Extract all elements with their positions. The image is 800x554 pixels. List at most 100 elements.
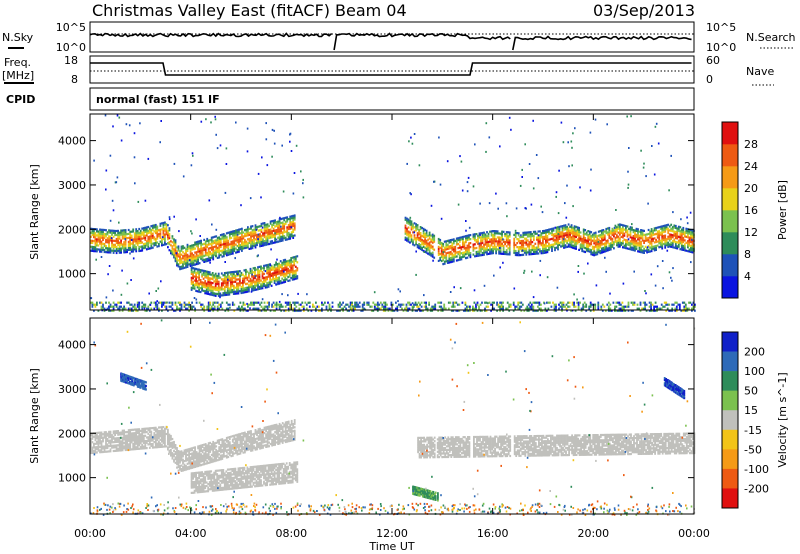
power-cell	[590, 235, 593, 238]
power-cell	[230, 242, 233, 245]
power-cell	[216, 147, 219, 150]
power-cell	[237, 286, 240, 289]
power-cell	[162, 221, 165, 225]
power-cell	[441, 309, 444, 312]
velocity-cell	[118, 445, 121, 448]
power-cell	[229, 287, 232, 290]
power-cell	[228, 287, 231, 290]
power-cell	[427, 234, 429, 237]
power-cell	[572, 238, 574, 241]
power-cell	[432, 259, 434, 262]
power-cell	[259, 309, 261, 312]
power-cell	[205, 270, 208, 273]
power-cell	[129, 230, 132, 233]
power-cell	[528, 249, 531, 252]
power-cell	[485, 150, 487, 153]
power-cell	[591, 303, 594, 306]
power-cell	[178, 230, 180, 233]
power-cell	[197, 246, 199, 249]
power-cell	[492, 250, 494, 253]
power-cell	[162, 229, 165, 233]
power-cell	[349, 301, 352, 304]
power-cell	[662, 234, 665, 238]
power-cell	[292, 192, 295, 195]
power-cell	[175, 252, 178, 255]
power-cell	[210, 244, 213, 247]
power-cell	[239, 228, 242, 231]
power-cell	[422, 241, 425, 244]
power-cell	[185, 248, 187, 251]
power-cell	[597, 307, 600, 310]
power-cell	[634, 239, 636, 242]
power-cell	[103, 236, 106, 240]
power-cell	[224, 191, 227, 194]
power-cell	[266, 225, 269, 228]
power-cell	[222, 235, 225, 238]
power-cell	[294, 269, 297, 272]
power-cell	[522, 247, 525, 250]
power-cell	[608, 248, 611, 251]
power-cell	[431, 237, 434, 240]
velocity-cell	[126, 443, 128, 446]
power-cell	[543, 235, 546, 238]
power-cell	[428, 249, 431, 252]
power-cell	[130, 303, 133, 306]
power-cell	[227, 307, 230, 310]
power-cell	[211, 291, 214, 295]
power-cell	[222, 251, 225, 254]
power-cell	[266, 301, 269, 304]
power-cell	[619, 227, 621, 230]
power-cell	[173, 252, 175, 255]
power-cell	[460, 238, 463, 241]
power-cell	[561, 243, 564, 246]
power-cell	[449, 291, 452, 293]
power-cell	[251, 247, 254, 250]
power-cell	[139, 122, 141, 125]
velocity-cell	[118, 438, 121, 441]
power-cell	[687, 244, 689, 247]
power-cell	[564, 226, 567, 229]
power-cell	[569, 239, 571, 242]
power-cell	[617, 227, 620, 230]
power-cell	[490, 252, 493, 255]
power-cell	[677, 239, 680, 242]
power-cell	[260, 265, 262, 268]
power-cell	[647, 232, 650, 236]
power-cell	[404, 232, 407, 235]
power-cell	[614, 232, 617, 235]
power-cell	[384, 305, 387, 308]
power-cell	[275, 241, 278, 244]
power-cell	[671, 226, 674, 229]
power-cell	[210, 248, 213, 251]
power-cell	[533, 309, 536, 312]
power-cell	[124, 238, 127, 241]
power-cell	[168, 241, 171, 244]
power-cell	[206, 305, 209, 308]
power-cell	[210, 242, 213, 245]
power-cell	[243, 277, 246, 280]
power-cell	[222, 249, 225, 252]
power-cell	[202, 283, 205, 286]
power-cell	[603, 236, 606, 239]
power-cell	[665, 240, 668, 243]
velocity-cell	[90, 437, 92, 440]
power-cell	[174, 257, 177, 260]
power-cell	[213, 294, 216, 297]
power-cell	[520, 239, 523, 243]
power-cell	[268, 301, 270, 304]
velocity-cell	[118, 440, 121, 443]
power-cell	[279, 280, 282, 283]
power-cell	[412, 306, 414, 309]
power-cell	[94, 236, 97, 239]
power-cell	[458, 309, 461, 312]
power-cell	[231, 248, 234, 251]
power-cell	[155, 290, 157, 292]
power-cell	[276, 263, 279, 266]
power-cell	[225, 238, 228, 241]
power-cell	[490, 248, 493, 251]
power-cell	[486, 235, 488, 238]
power-cell	[111, 233, 113, 236]
power-cell	[469, 256, 472, 259]
power-cell	[475, 254, 478, 258]
power-cell	[546, 309, 548, 312]
